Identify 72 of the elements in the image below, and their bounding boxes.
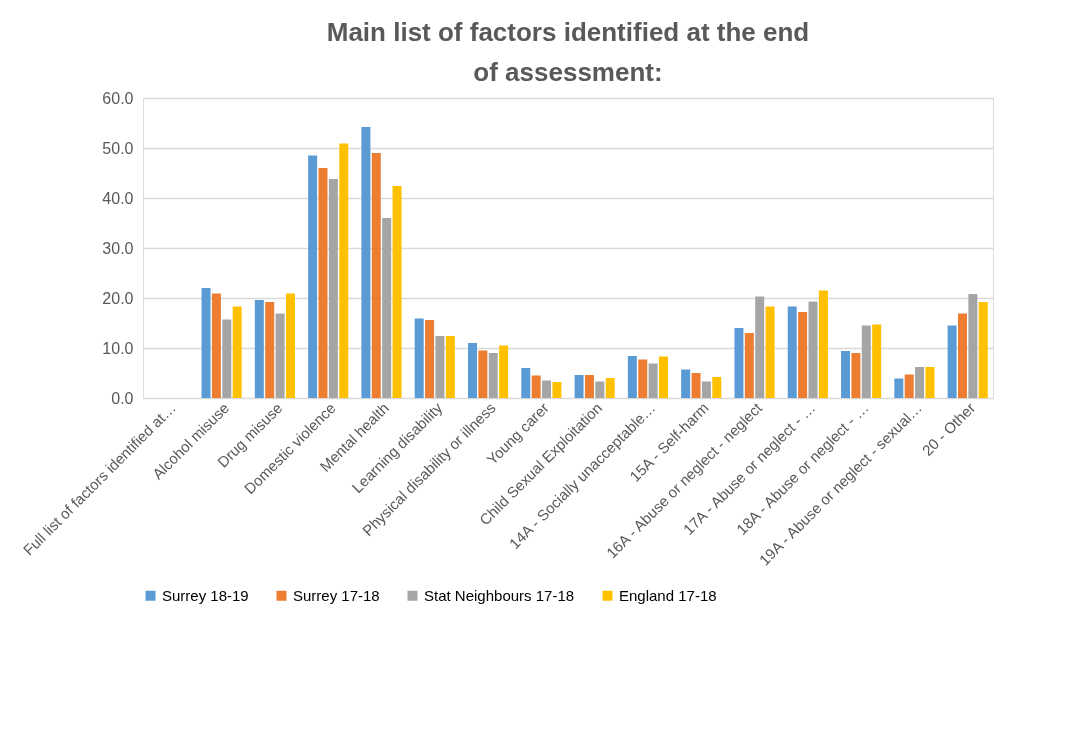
bar xyxy=(254,300,264,398)
bar xyxy=(755,296,765,398)
y-tick-label: 20.0 xyxy=(102,289,134,307)
bar xyxy=(211,293,221,398)
bar xyxy=(681,369,691,398)
bar xyxy=(414,318,424,398)
bar xyxy=(595,381,605,398)
y-tick-label: 30.0 xyxy=(102,239,134,257)
bar xyxy=(787,306,797,398)
bar xyxy=(275,313,285,398)
bar xyxy=(574,375,584,398)
bar xyxy=(818,290,828,398)
bar xyxy=(425,320,435,398)
bar xyxy=(285,293,295,398)
bar xyxy=(872,324,882,398)
bar xyxy=(978,302,988,398)
bar xyxy=(894,378,904,398)
bar xyxy=(808,301,818,398)
bar xyxy=(339,143,349,398)
bar xyxy=(712,377,722,398)
legend-label: Surrey 18-19 xyxy=(162,586,249,604)
bar xyxy=(499,345,509,398)
bar xyxy=(488,353,498,398)
bar xyxy=(361,127,371,398)
bar xyxy=(701,381,711,398)
bar xyxy=(841,351,851,398)
bar xyxy=(201,288,211,398)
chart-title: Main list of factors identified at the end of assessment: xyxy=(326,17,810,87)
bar xyxy=(318,168,328,398)
bar xyxy=(478,350,488,398)
bar xyxy=(958,313,967,398)
bar xyxy=(328,179,338,398)
bar xyxy=(467,343,477,398)
bar xyxy=(925,367,935,398)
bar xyxy=(542,380,552,398)
bar xyxy=(445,336,455,398)
bar xyxy=(552,382,562,398)
bar xyxy=(435,336,445,398)
bar xyxy=(265,302,275,398)
bar xyxy=(627,356,637,398)
bar xyxy=(605,378,615,398)
bar xyxy=(382,218,392,398)
bar xyxy=(851,353,861,398)
bar xyxy=(222,319,232,398)
bar xyxy=(648,363,658,398)
y-tick-label: 50.0 xyxy=(102,139,134,157)
bar xyxy=(232,306,242,398)
y-tick-label: 0.0 xyxy=(111,389,134,407)
bar xyxy=(392,186,402,398)
bar xyxy=(371,153,381,398)
bar xyxy=(861,325,871,398)
bar xyxy=(531,375,541,398)
bar xyxy=(521,368,531,398)
bar xyxy=(904,374,914,398)
y-tick-label: 10.0 xyxy=(102,339,134,357)
bar xyxy=(744,333,754,398)
bar xyxy=(734,328,744,398)
bar xyxy=(659,356,669,398)
bar xyxy=(968,294,978,398)
y-tick-label: 40.0 xyxy=(102,189,134,207)
legend-label: Surrey 17-18 xyxy=(293,586,380,604)
legend-label: Stat Neighbours 17-18 xyxy=(424,586,575,604)
bar xyxy=(765,306,775,398)
bar xyxy=(308,155,318,398)
bar xyxy=(915,367,925,398)
legend-label: England 17-18 xyxy=(619,586,717,604)
bar xyxy=(638,359,648,398)
bar xyxy=(947,325,957,398)
bar xyxy=(691,373,701,398)
bar xyxy=(584,375,594,398)
bar xyxy=(798,312,808,398)
y-tick-label: 60.0 xyxy=(102,89,134,107)
